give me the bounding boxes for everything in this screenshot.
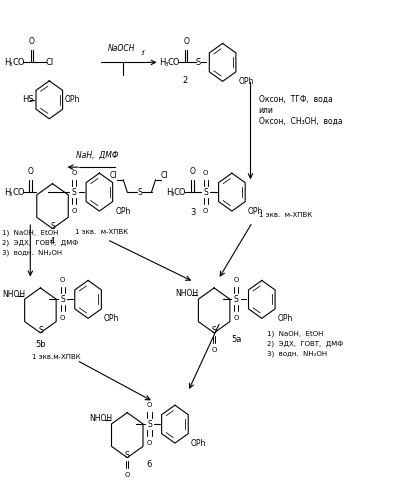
Text: 5a: 5a (231, 335, 242, 344)
Text: O: O (71, 208, 77, 214)
Text: 2)  ЭДХ,  ГОВТ,  ДМФ: 2) ЭДХ, ГОВТ, ДМФ (2, 240, 78, 246)
Text: 3)  водн.  NH₂OH: 3) водн. NH₂OH (2, 250, 62, 256)
Text: S: S (137, 188, 142, 197)
Text: Cl: Cl (161, 171, 168, 180)
Text: 3: 3 (170, 192, 174, 197)
Text: CO: CO (12, 58, 25, 67)
Text: OPh: OPh (248, 207, 263, 216)
Text: 5b: 5b (35, 340, 46, 349)
Text: 3: 3 (9, 192, 13, 197)
Text: H: H (4, 58, 11, 67)
Text: O: O (203, 170, 208, 176)
Text: OPh: OPh (278, 314, 293, 323)
Text: 3: 3 (141, 51, 144, 56)
Text: NHOH: NHOH (2, 290, 25, 299)
Text: HS: HS (22, 95, 34, 104)
Text: или: или (259, 106, 274, 115)
Text: 1)  NaOH,  EtOH: 1) NaOH, EtOH (2, 230, 59, 236)
Text: CO: CO (12, 188, 25, 197)
Text: CO: CO (174, 188, 186, 197)
Text: NaOCH: NaOCH (107, 44, 135, 53)
Text: 3)  водн.  NH₂OH: 3) водн. NH₂OH (267, 351, 327, 357)
Text: O: O (29, 37, 35, 46)
Text: OPh: OPh (65, 95, 80, 104)
Text: 6: 6 (147, 460, 152, 469)
Text: O: O (60, 315, 65, 321)
Text: 1)  NaOH,  EtOH: 1) NaOH, EtOH (267, 331, 323, 337)
Text: S: S (60, 295, 65, 304)
Text: S: S (234, 295, 239, 304)
Text: O: O (147, 440, 152, 446)
Text: 3: 3 (190, 208, 196, 217)
Text: 4: 4 (50, 237, 55, 246)
Text: OPh: OPh (238, 77, 254, 86)
Text: O: O (71, 170, 77, 176)
Text: O: O (203, 208, 208, 214)
Text: O: O (211, 347, 217, 353)
Text: O: O (124, 472, 130, 478)
Text: ,: , (143, 44, 146, 53)
Text: S: S (50, 222, 55, 231)
Text: O: O (147, 402, 152, 408)
Text: 2)  ЭДХ,  ГОВТ,  ДМФ: 2) ЭДХ, ГОВТ, ДМФ (267, 341, 343, 347)
Text: 1 экв.  м-ХПВК: 1 экв. м-ХПВК (259, 212, 311, 218)
Text: O: O (234, 315, 239, 321)
Text: O: O (60, 277, 65, 283)
Text: H: H (160, 58, 166, 67)
Text: 1 экв.  м-ХПВК: 1 экв. м-ХПВК (75, 229, 128, 235)
Text: S: S (203, 188, 208, 197)
Text: S: S (38, 326, 43, 335)
Text: Оксон,  ТГФ,  вода: Оксон, ТГФ, вода (259, 95, 332, 104)
Text: S: S (125, 451, 130, 460)
Text: S: S (212, 326, 217, 335)
Text: Оксон,  CH₃OH,  вода: Оксон, CH₃OH, вода (259, 117, 342, 126)
Text: CO: CO (168, 58, 180, 67)
Text: Cl: Cl (109, 171, 117, 180)
Text: O: O (234, 277, 239, 283)
Text: OPh: OPh (191, 439, 206, 448)
Text: Cl: Cl (46, 58, 54, 67)
Text: 2: 2 (183, 76, 187, 85)
Text: S: S (196, 58, 201, 67)
Text: NHOH: NHOH (89, 414, 112, 423)
Text: NaH,  ДМФ: NaH, ДМФ (76, 151, 118, 160)
Text: H: H (4, 188, 11, 197)
Text: OPh: OPh (104, 314, 119, 323)
Text: OPh: OPh (115, 207, 130, 216)
Text: O: O (183, 37, 189, 46)
Text: 3: 3 (9, 62, 13, 67)
Text: S: S (147, 420, 152, 429)
Text: O: O (189, 167, 195, 176)
Text: O: O (28, 167, 34, 176)
Text: 3: 3 (164, 62, 168, 67)
Text: H: H (166, 188, 172, 197)
Text: 1 экв.м-ХПВК: 1 экв.м-ХПВК (32, 354, 81, 360)
Text: S: S (72, 188, 76, 197)
Text: NHOH: NHOH (176, 289, 199, 298)
